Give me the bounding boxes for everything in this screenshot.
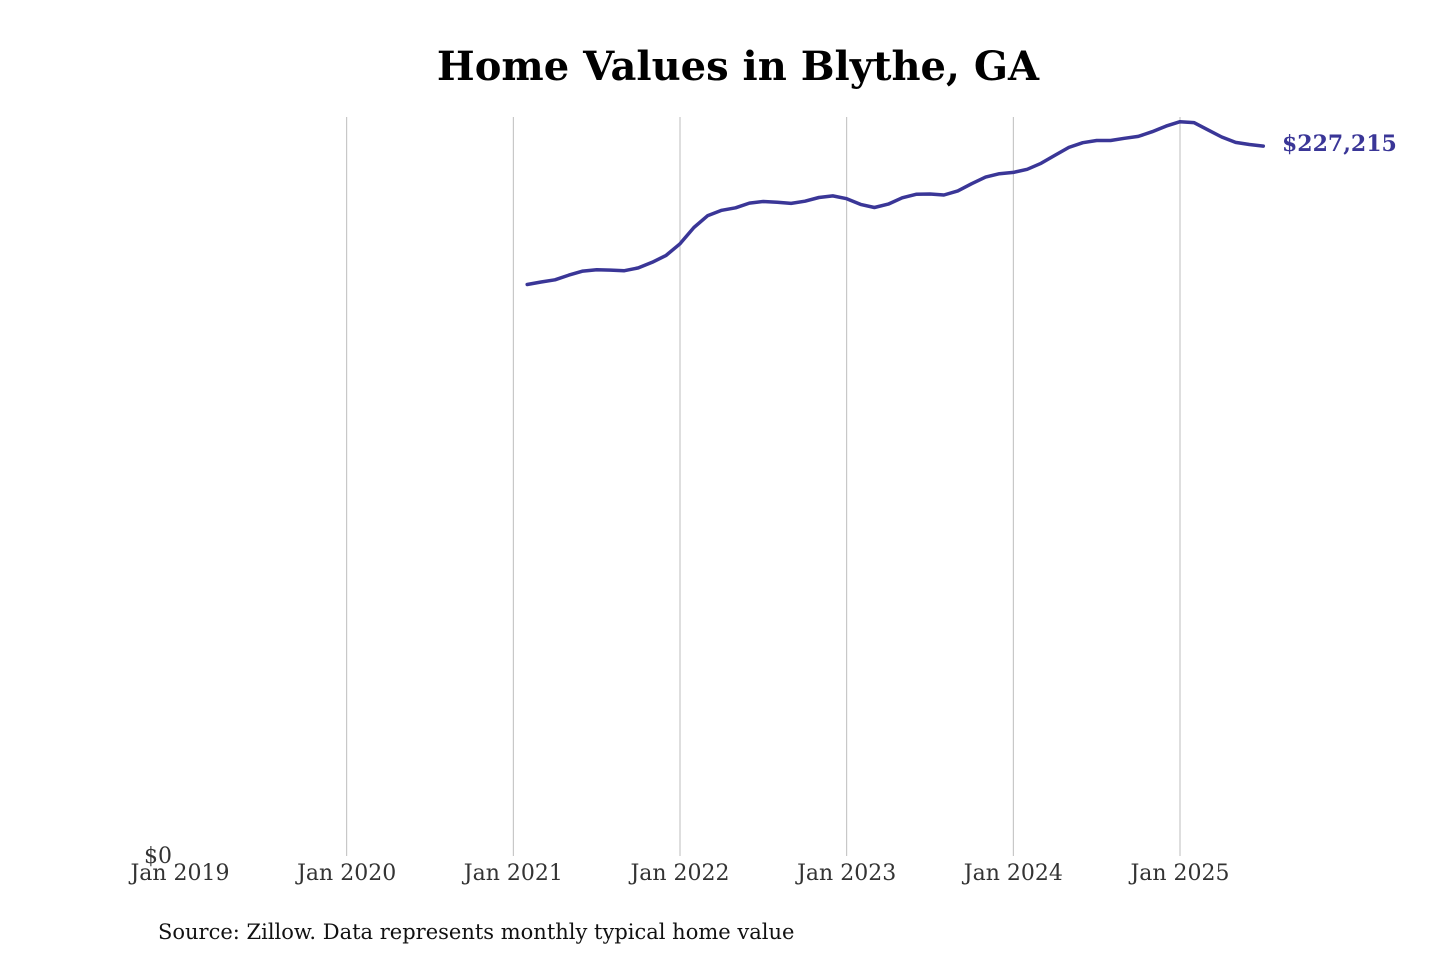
home-value-line xyxy=(525,119,1266,287)
x-tick-label: Jan 2019 xyxy=(128,861,229,886)
x-tick-label: Jan 2020 xyxy=(295,861,396,886)
x-tick-label: Jan 2023 xyxy=(795,861,896,886)
y-tick-label: $0 xyxy=(144,844,172,869)
gridlines xyxy=(346,117,1181,856)
x-tick-label: Jan 2025 xyxy=(1128,861,1229,886)
x-tick-label: Jan 2024 xyxy=(962,861,1063,886)
x-tick-label: Jan 2022 xyxy=(628,861,729,886)
latest-value-label: $227,215 xyxy=(1282,131,1397,157)
source-note: Source: Zillow. Data represents monthly … xyxy=(158,920,794,944)
chart-title: Home Values in Blythe, GA xyxy=(437,43,1040,90)
x-axis: Jan 2019 Jan 2020 Jan 2021 Jan 2022 Jan 2023… xyxy=(128,861,1229,886)
x-tick-label: Jan 2021 xyxy=(462,861,563,886)
